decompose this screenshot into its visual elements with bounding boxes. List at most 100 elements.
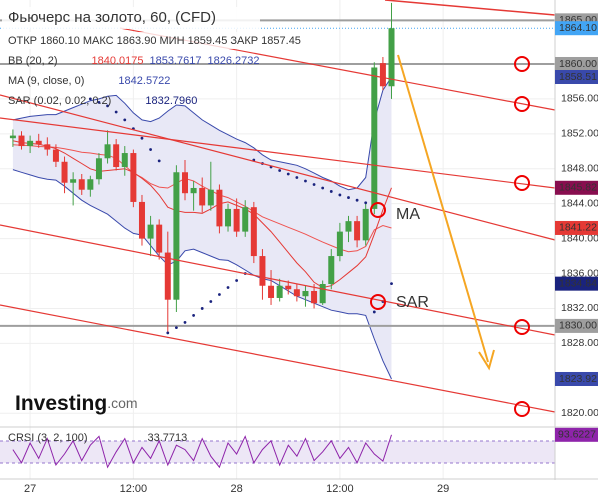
candle-body	[354, 221, 361, 241]
trend-line	[384, 0, 556, 16]
price-label: 1830.00	[559, 320, 597, 332]
crsi-price-text: 93.6227	[558, 429, 596, 441]
candle-body	[87, 179, 94, 190]
trend-line	[0, 224, 556, 336]
candle-body	[345, 221, 352, 232]
x-tick-label: 28	[231, 483, 243, 495]
logo-brand: Investing	[15, 392, 107, 415]
crsi-name: CRSI (3, 2, 100)	[8, 432, 87, 444]
candle-body	[61, 161, 68, 183]
price-label-bg	[555, 180, 598, 195]
sar-dot	[226, 286, 230, 289]
indicator-value: 1842.5722	[118, 75, 170, 87]
candle-body	[95, 158, 102, 180]
candle-body	[52, 149, 59, 162]
price-label: 1845.82	[559, 182, 597, 194]
price-label-bg	[555, 70, 598, 85]
candle-body	[113, 144, 120, 168]
sar-dot	[312, 183, 316, 186]
candle-body	[319, 284, 326, 304]
ohlc-line: ОТКР 1860.10 МАКС 1863.90 МИН 1859.45 ЗА…	[8, 35, 301, 47]
price-label-bg	[555, 21, 598, 36]
x-tick-label: 27	[24, 483, 36, 495]
sar-dot	[88, 97, 92, 101]
y-tick-label: 1848.00	[561, 163, 598, 175]
price-label-bg	[555, 56, 598, 71]
candle-body	[225, 208, 232, 227]
sar-dot	[278, 169, 282, 172]
bb-upper	[12, 76, 392, 191]
price-label-bg	[555, 276, 598, 291]
price-label-bg	[555, 220, 598, 235]
candle-body	[104, 144, 111, 159]
sar-dot	[166, 331, 170, 335]
indicator-value: 1832.7960	[145, 95, 197, 107]
candle-body	[371, 67, 378, 209]
sar-dot	[235, 279, 239, 282]
marker-circle	[514, 319, 530, 335]
indicator-value: 1826.2732	[208, 55, 260, 67]
data-layer	[0, 2, 555, 469]
candle-body	[27, 140, 34, 147]
candle-body	[9, 135, 16, 139]
x-tick-label: 29	[437, 483, 449, 495]
sar-dot	[372, 310, 376, 314]
x-tick-label: 12:00	[120, 483, 148, 495]
candle-body	[311, 290, 318, 304]
marker-circle	[514, 401, 530, 417]
indicator-value: 1853.7617	[150, 55, 202, 67]
candle-body	[285, 285, 292, 290]
title-bg	[2, 7, 260, 29]
trend-line	[0, 304, 556, 413]
arrow	[397, 54, 489, 363]
candle-body	[362, 208, 369, 241]
ma-line	[12, 140, 392, 289]
trend-line	[0, 94, 556, 241]
crsi-value: 33.7713	[147, 432, 187, 444]
price-label: 1858.51	[559, 71, 597, 83]
candle-body	[216, 189, 223, 227]
marker-circle	[514, 56, 530, 72]
annotation: SAR	[396, 294, 429, 311]
candle-body	[242, 207, 249, 232]
y-tick-label: 1828.00	[561, 337, 598, 349]
candle-body	[173, 172, 180, 300]
sar-dot	[321, 186, 325, 190]
sar-dot	[123, 118, 127, 122]
candle-body	[388, 28, 395, 87]
arrow-head	[478, 349, 495, 371]
header: Фьючерс на золото, 60, (CFD) ОТКР 1860.1…	[2, 7, 316, 444]
sar-dot	[192, 314, 196, 317]
sar-dot	[114, 110, 118, 114]
price-label: 1823.92	[559, 373, 597, 385]
candle-body	[138, 201, 145, 239]
candle-body	[70, 179, 77, 183]
candle-body	[78, 179, 85, 190]
y-tick-label: 1844.00	[561, 197, 598, 209]
crsi-price-label	[555, 427, 598, 442]
price-label: 1864.10	[559, 22, 597, 34]
candle-body	[207, 189, 214, 206]
sar-dot	[355, 198, 359, 202]
sar-dot	[338, 193, 342, 197]
sar-dot	[106, 104, 109, 108]
marker-circle	[370, 294, 386, 310]
logo-suffix: .com	[107, 395, 137, 411]
trend-line	[0, 117, 556, 189]
sar-dot	[200, 307, 204, 310]
candle-body	[379, 63, 386, 87]
candle-body	[147, 224, 154, 239]
candle-body	[164, 252, 171, 300]
logo: Investing.com	[15, 392, 138, 415]
candle-body	[35, 140, 42, 145]
candle-body	[18, 135, 25, 147]
indicator-name: MA (9, close, 0)	[8, 75, 84, 87]
crsi-legend: CRSI (3, 2, 100) 33.7713	[8, 432, 187, 444]
y-tick-label: 1840.00	[561, 232, 598, 244]
drawings: MA SAR Investing.com	[0, 0, 556, 417]
crsi-band	[0, 441, 555, 463]
sar-dot	[174, 326, 178, 330]
